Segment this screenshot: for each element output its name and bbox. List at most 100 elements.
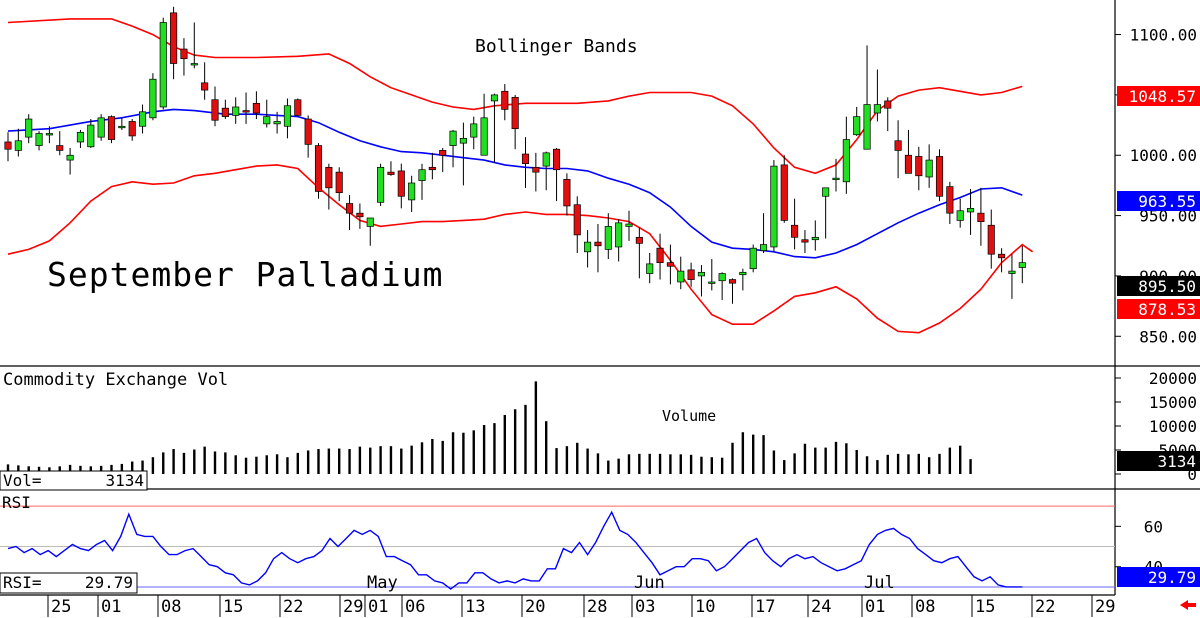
- candle: [139, 104, 147, 134]
- candle: [842, 116, 850, 194]
- candle: [532, 152, 540, 192]
- candle: [666, 244, 674, 285]
- candle: [107, 115, 116, 144]
- candle: [25, 114, 33, 144]
- candle: [87, 119, 95, 148]
- scroll-left-arrow-icon[interactable]: [1180, 600, 1196, 610]
- candle: [853, 106, 861, 136]
- last-close-tag: 895.50: [1117, 276, 1200, 296]
- candle: [356, 203, 364, 229]
- candle: [335, 167, 343, 202]
- volume-last-tag: 3134: [1117, 451, 1200, 471]
- candle: [201, 62, 209, 100]
- candle: [4, 132, 12, 162]
- volume-readout-value: 3134: [105, 471, 144, 490]
- date-tick-label: 01: [865, 597, 885, 617]
- candle: [563, 173, 571, 216]
- candle: [428, 152, 436, 180]
- candle: [646, 253, 654, 284]
- volume-tick-label: 20000: [1149, 369, 1197, 388]
- rsi-tick-label: 60: [1144, 517, 1163, 536]
- candle: [573, 196, 581, 253]
- volume-last-value: 3134: [1157, 452, 1196, 471]
- candle: [45, 126, 53, 144]
- candle: [915, 146, 923, 191]
- month-label: Jul: [864, 573, 895, 593]
- date-tick-label: 25: [51, 597, 71, 617]
- candle: [221, 99, 229, 120]
- candle: [387, 161, 395, 176]
- candle: [190, 22, 198, 69]
- candle: [66, 148, 74, 175]
- rsi-last-value: 29.79: [1148, 568, 1196, 587]
- rsi-readout-label: RSI=: [3, 573, 42, 592]
- candle: [925, 144, 933, 188]
- date-tick-label: 08: [915, 597, 935, 617]
- date-tick-label: 24: [811, 597, 831, 617]
- candle: [325, 163, 333, 210]
- candle: [314, 143, 323, 199]
- candle: [697, 265, 706, 297]
- candle: [956, 198, 964, 228]
- candle: [35, 131, 43, 151]
- candle: [604, 213, 612, 260]
- candle: [263, 99, 271, 128]
- candle: [759, 213, 768, 253]
- candle: [128, 119, 136, 141]
- rsi-last-tag: 29.79: [1117, 567, 1200, 587]
- candle: [439, 148, 447, 173]
- candle: [346, 195, 354, 231]
- candle: [14, 128, 22, 157]
- candle: [635, 227, 643, 279]
- upper-band-value: 1048.57: [1129, 87, 1196, 106]
- candle: [449, 129, 457, 168]
- middle-band-value: 963.55: [1138, 192, 1196, 211]
- candle: [408, 175, 416, 212]
- volume-readout-label: Vol=: [3, 471, 42, 490]
- price-tick-label: 950.00: [1139, 207, 1197, 226]
- date-tick-label: 13: [465, 597, 485, 617]
- candle: [501, 84, 509, 121]
- candle: [304, 115, 312, 158]
- price-tick-label: 850.00: [1139, 327, 1197, 346]
- candle: [294, 98, 302, 117]
- candle: [625, 210, 633, 241]
- lower-band-tag: 878.53: [1117, 299, 1200, 319]
- volume-panel-label: Commodity Exchange Vol: [3, 370, 228, 390]
- candle: [739, 268, 747, 291]
- candlesticks: [4, 6, 1026, 304]
- date-tick-label: 20: [525, 597, 545, 617]
- candle: [480, 93, 488, 156]
- rsi-panel: RSI 6040 RSI= 29.79 29.79: [0, 493, 1200, 594]
- candle: [511, 94, 519, 150]
- candle: [56, 131, 64, 156]
- candle: [615, 219, 623, 262]
- date-axis: 25 01 08 15 22 29 01 06 13 20 28 03 10 17 24 01 08 15 22 29…: [47, 573, 1115, 617]
- candle: [687, 262, 695, 287]
- candle: [470, 116, 478, 150]
- price-tick-label: 1000.00: [1130, 146, 1197, 165]
- panel-frames: [0, 0, 1200, 596]
- candle: [801, 230, 809, 253]
- date-tick-label: 15: [975, 597, 995, 617]
- candle: [490, 93, 499, 163]
- date-tick-label: 28: [587, 597, 607, 617]
- date-tick-label: 15: [223, 597, 243, 617]
- candle: [987, 209, 995, 269]
- candle: [97, 114, 105, 141]
- candle: [1008, 254, 1016, 299]
- candle: [894, 120, 902, 179]
- bollinger-bands-label: Bollinger Bands: [475, 36, 638, 57]
- candle: [211, 86, 219, 127]
- volume-bars: [6, 381, 972, 474]
- price-panel: 1100.001050.001000.00950.00900.00850.00 …: [4, 6, 1200, 346]
- date-tick-label: 22: [283, 597, 303, 617]
- chart-title: September Palladium: [47, 255, 444, 294]
- candle: [552, 148, 561, 202]
- candle: [946, 181, 954, 225]
- rsi-guide-lines: [0, 505, 1115, 588]
- date-tick-label: 29: [1095, 597, 1115, 617]
- middle-band-tag: 963.55: [1117, 191, 1200, 211]
- rsi-readout: RSI= 29.79: [0, 572, 138, 594]
